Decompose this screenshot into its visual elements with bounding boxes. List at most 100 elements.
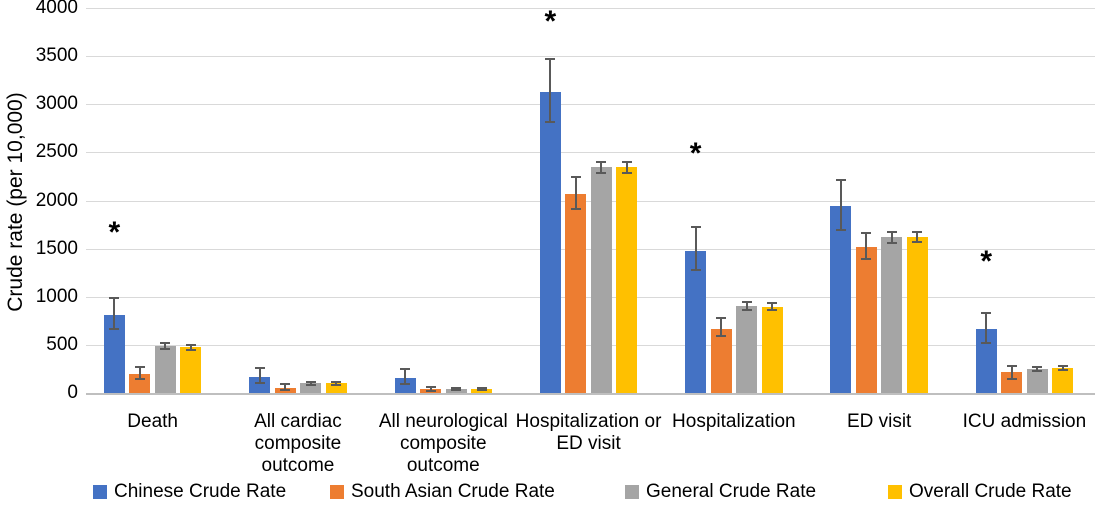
error-bar-cap-top	[596, 161, 607, 164]
error-bar-line	[455, 387, 457, 391]
y-tick-label: 2000	[35, 189, 78, 211]
error-bar-line	[1061, 366, 1064, 370]
error-bar-line	[404, 368, 406, 384]
bar-overall-crude-rate-hospitalization-or	[616, 167, 638, 393]
error-bar-line	[164, 342, 167, 350]
y-tick-label: 1500	[35, 237, 78, 259]
bar-chinese-crude-rate-hospitalization	[685, 250, 707, 393]
error-bar-cap-bottom	[545, 120, 556, 123]
error-bar-cap-top	[981, 312, 992, 315]
error-bar-cap-bottom	[451, 389, 461, 392]
bar-south-asian-crude-rate-hospitalization-or	[565, 193, 587, 393]
error-bar-cap-top	[425, 385, 436, 388]
legend-label: South Asian Crude Rate	[351, 481, 555, 502]
gridline	[86, 56, 1095, 58]
error-bar-line	[839, 179, 842, 230]
y-tick-label: 500	[46, 333, 78, 355]
error-bar-cap-top	[912, 230, 923, 233]
error-bar-line	[694, 227, 697, 271]
error-bar-line	[258, 367, 261, 383]
error-bar-cap-top	[861, 231, 872, 234]
y-tick-label: 4000	[35, 0, 78, 18]
error-bar-cap-bottom	[981, 341, 992, 344]
gridline	[86, 344, 1095, 346]
significance-asterisk: *	[108, 216, 121, 250]
error-bar-cap-top	[109, 296, 120, 299]
gridline	[86, 200, 1095, 202]
bar-south-asian-crude-rate-icu-admission	[1001, 372, 1023, 393]
bar-overall-crude-rate-death	[180, 347, 202, 393]
error-bar-cap-top	[400, 367, 410, 370]
error-bar-cap-bottom	[1006, 377, 1017, 380]
error-bar-cap-bottom	[690, 269, 701, 272]
y-tick-label: 1000	[35, 285, 78, 307]
error-bar-cap-bottom	[767, 309, 778, 312]
bar-chinese-crude-rate-icu-admission	[975, 328, 997, 393]
error-bar-cap-bottom	[185, 348, 196, 351]
error-bar-cap-bottom	[596, 171, 607, 174]
error-bar-cap-bottom	[331, 383, 342, 386]
bar-overall-crude-rate-ed-visit	[906, 236, 928, 393]
error-bar-cap-bottom	[1057, 368, 1068, 371]
error-bar-line	[985, 313, 988, 343]
error-bar-cap-top	[254, 366, 265, 369]
bar-general-crude-rate-hospitalization	[736, 306, 758, 393]
bar-south-asian-crude-rate-death	[129, 373, 151, 393]
legend-item-chinese-crude-rate: Chinese Crude Rate	[93, 481, 286, 503]
gridline	[86, 248, 1095, 250]
legend-item-overall-crude-rate: Overall Crude Rate	[888, 481, 1072, 503]
error-bar-cap-top	[741, 301, 752, 304]
error-bar-cap-top	[716, 316, 727, 319]
error-bar-cap-bottom	[835, 228, 846, 231]
bar-general-crude-rate-ed-visit	[881, 237, 903, 393]
error-bar-cap-top	[545, 58, 556, 60]
error-bar-cap-top	[134, 366, 145, 369]
error-bar-line	[113, 297, 116, 330]
x-category-label: Death	[127, 411, 178, 432]
error-bar-cap-bottom	[425, 389, 436, 392]
error-bar-cap-top	[280, 382, 291, 385]
error-bar-line	[865, 232, 868, 260]
error-bar-cap-top	[451, 386, 461, 389]
bar-overall-crude-rate-all-cardiac	[325, 383, 347, 393]
bar-general-crude-rate-all-cardiac	[300, 383, 322, 393]
legend-label: Overall Crude Rate	[909, 481, 1072, 502]
error-bar-cap-top	[185, 343, 196, 346]
error-bar-cap-top	[835, 178, 846, 181]
error-bar-line	[429, 386, 432, 391]
significance-asterisk: *	[980, 245, 993, 279]
error-bar-cap-top	[476, 387, 487, 390]
error-bar-cap-bottom	[476, 389, 487, 392]
gridline	[86, 8, 1095, 9]
x-category-label: ICU admission	[962, 411, 1087, 432]
gridline	[86, 104, 1095, 106]
error-bar-line	[1010, 366, 1013, 379]
error-bar-line	[625, 162, 628, 173]
error-bar-cap-bottom	[1032, 369, 1043, 372]
bar-general-crude-rate-icu-admission	[1026, 368, 1048, 393]
error-bar-cap-top	[331, 381, 342, 384]
error-bar-cap-bottom	[160, 348, 171, 351]
bar-chinese-crude-rate-ed-visit	[830, 206, 852, 393]
error-bar-cap-bottom	[305, 383, 316, 386]
x-category-label: ED visit	[846, 411, 912, 432]
error-bar-line	[600, 162, 603, 173]
error-bar-cap-top	[1006, 365, 1017, 368]
error-bar-cap-bottom	[912, 240, 923, 243]
bar-chinese-crude-rate-death	[103, 315, 125, 393]
legend-label: Chinese Crude Rate	[114, 481, 287, 502]
bar-general-crude-rate-death	[154, 345, 176, 393]
gridline	[86, 152, 1095, 154]
error-bar-cap-bottom	[570, 208, 581, 211]
error-bar-cap-bottom	[109, 328, 120, 331]
y-tick-label: 0	[67, 382, 78, 403]
error-bar-cap-bottom	[861, 258, 872, 261]
error-bar-cap-bottom	[400, 382, 410, 385]
error-bar-line	[284, 383, 287, 391]
bar-general-crude-rate-hospitalization-or	[590, 166, 612, 393]
legend-swatch	[888, 485, 902, 499]
legend-label: General Crude Rate	[646, 481, 817, 502]
x-category-label: All cardiac composite outcome	[254, 411, 342, 476]
error-bar-line	[574, 177, 577, 210]
